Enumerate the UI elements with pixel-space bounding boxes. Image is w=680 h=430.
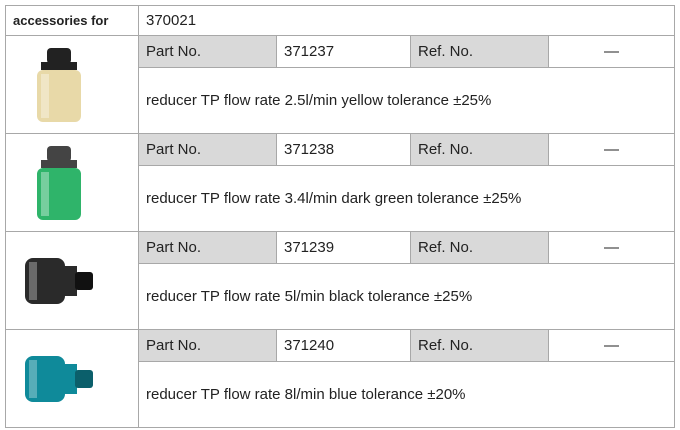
ref-label: Ref. No. xyxy=(410,329,549,362)
product-image xyxy=(37,48,81,122)
ref-label: Ref. No. xyxy=(410,35,549,68)
ref-label: Ref. No. xyxy=(410,231,549,264)
part-no: 371238 xyxy=(276,133,411,166)
ref-no: — xyxy=(548,231,675,264)
product-image xyxy=(25,356,93,402)
description: reducer TP flow rate 5l/min black tolera… xyxy=(138,263,675,330)
ref-no: — xyxy=(548,35,675,68)
header-value: 370021 xyxy=(138,5,675,36)
ref-no: — xyxy=(548,133,675,166)
part-no: 371240 xyxy=(276,329,411,362)
header-label: accessories for xyxy=(5,5,139,36)
part-label: Part No. xyxy=(138,35,277,68)
ref-label: Ref. No. xyxy=(410,133,549,166)
description: reducer TP flow rate 3.4l/min dark green… xyxy=(138,165,675,232)
part-no: 371239 xyxy=(276,231,411,264)
part-label: Part No. xyxy=(138,231,277,264)
product-image xyxy=(25,258,93,304)
product-image xyxy=(37,146,81,220)
description: reducer TP flow rate 8l/min blue toleran… xyxy=(138,361,675,428)
ref-no: — xyxy=(548,329,675,362)
part-no: 371237 xyxy=(276,35,411,68)
part-label: Part No. xyxy=(138,329,277,362)
description: reducer TP flow rate 2.5l/min yellow tol… xyxy=(138,67,675,134)
part-label: Part No. xyxy=(138,133,277,166)
